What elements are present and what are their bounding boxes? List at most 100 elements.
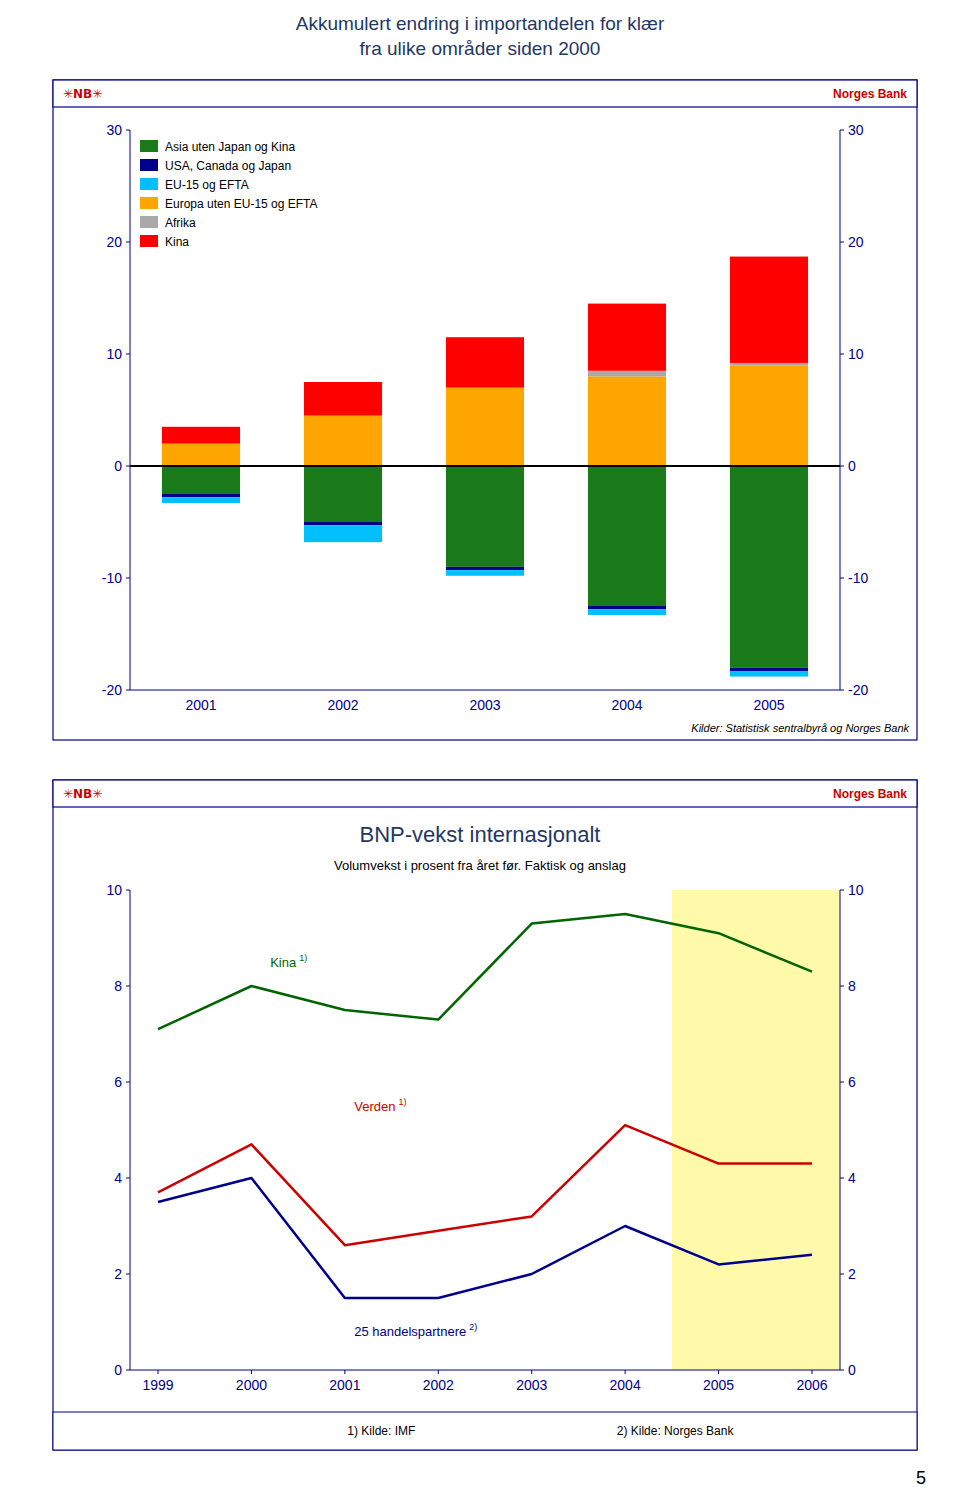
line-label-note: 1)	[299, 953, 307, 963]
y-tick-label-right: 0	[848, 1362, 856, 1378]
y-tick	[840, 1370, 844, 1371]
bar-segment	[446, 570, 524, 576]
x-tick	[251, 1370, 252, 1374]
page-number: 5	[916, 1468, 926, 1488]
panel-2	[53, 780, 917, 1450]
y-tick-label: -20	[102, 682, 122, 698]
y-tick-label: 2	[114, 1266, 122, 1282]
y-tick	[126, 1082, 130, 1083]
y-tick-label-right: 4	[848, 1170, 856, 1186]
y-tick-label-right: 8	[848, 978, 856, 994]
x-tick-label: 2005	[703, 1377, 734, 1393]
y-tick	[840, 986, 844, 987]
bar-segment	[304, 522, 382, 525]
x-tick	[531, 1370, 532, 1374]
forecast-shade	[672, 890, 840, 1370]
y-tick-label: 20	[106, 234, 122, 250]
x-tick-label: 2002	[327, 697, 358, 713]
y-tick	[840, 1082, 844, 1083]
page: ✳NB✳ Norges Bank ✳NB✳ Norges Bank Akkumulert…	[0, 0, 960, 1499]
x-tick-label: 2003	[469, 697, 500, 713]
y-tick-label-right: 0	[848, 458, 856, 474]
y-tick-label: 0	[114, 458, 122, 474]
line-label: Kina	[270, 955, 297, 970]
legend-swatch	[140, 197, 158, 209]
y-tick	[840, 578, 844, 579]
x-tick-label: 2005	[753, 697, 784, 713]
y-tick-label-right: 20	[848, 234, 864, 250]
y-tick-label-right: 2	[848, 1266, 856, 1282]
x-tick	[811, 1370, 812, 1374]
bar-segment	[446, 388, 524, 466]
x-axis-line	[130, 1370, 840, 1371]
y-tick	[126, 690, 130, 691]
bar-segment	[304, 466, 382, 522]
x-tick	[438, 1370, 439, 1374]
brand-symbol: ✳NB✳	[63, 787, 102, 801]
y-tick	[126, 1178, 130, 1179]
bar-segment	[162, 427, 240, 444]
x-tick-label: 2003	[516, 1377, 547, 1393]
bar-segment	[162, 497, 240, 503]
bar-segment	[304, 382, 382, 416]
line-label: Verden	[354, 1099, 395, 1114]
y-tick-label: 30	[106, 122, 122, 138]
bar-segment	[588, 371, 666, 377]
y-tick	[126, 890, 130, 891]
bar-segment	[730, 466, 808, 668]
y-tick-label: 4	[114, 1170, 122, 1186]
y-axis-line	[130, 890, 131, 1370]
y-tick	[126, 578, 130, 579]
x-tick-label: 2000	[236, 1377, 267, 1393]
line-label-note: 2)	[469, 1322, 477, 1332]
panel-1	[53, 80, 917, 740]
y-tick	[840, 1178, 844, 1179]
y-tick-label: 6	[114, 1074, 122, 1090]
legend-label: Kina	[165, 235, 189, 249]
y-tick	[126, 242, 130, 243]
x-tick-label: 2004	[611, 697, 642, 713]
bar-segment	[730, 668, 808, 671]
y-tick-label: 10	[106, 346, 122, 362]
brand-symbol: ✳NB✳	[63, 87, 102, 101]
bar-segment	[730, 257, 808, 363]
y2-axis-line	[840, 890, 841, 1370]
bar-segment	[730, 671, 808, 677]
line	[158, 1178, 812, 1298]
chart-title: BNP-vekst internasjonalt	[360, 822, 601, 847]
y-tick	[840, 354, 844, 355]
bar-segment	[446, 567, 524, 570]
x-tick-label: 2001	[185, 697, 216, 713]
y-tick	[126, 354, 130, 355]
bar-segment	[304, 416, 382, 466]
plot-area	[158, 890, 840, 1370]
x-tick-label: 2001	[329, 1377, 360, 1393]
y-tick-label: 8	[114, 978, 122, 994]
y2-axis-line	[840, 130, 841, 690]
legend-label: Asia uten Japan og Kina	[165, 140, 295, 154]
y-tick-label-right: 10	[848, 882, 864, 898]
footnote: 1) Kilde: IMF	[347, 1424, 415, 1438]
x-tick	[344, 1370, 345, 1374]
legend-swatch	[140, 235, 158, 247]
x-tick	[158, 1370, 159, 1374]
panel-header-1	[53, 80, 917, 107]
y-tick	[126, 986, 130, 987]
legend-label: Europa uten EU-15 og EFTA	[165, 197, 318, 211]
line-label: 25 handelspartnere	[354, 1324, 466, 1339]
y-tick-label-right: 6	[848, 1074, 856, 1090]
brand-name: Norges Bank	[833, 87, 907, 101]
bar-segment	[162, 466, 240, 494]
line	[158, 914, 812, 1029]
y-tick	[840, 1274, 844, 1275]
chart-title: Akkumulert endring i importandelen for k…	[296, 13, 665, 59]
y-tick	[126, 1370, 130, 1371]
legend-swatch	[140, 140, 158, 152]
x-tick-label: 2004	[610, 1377, 641, 1393]
legend-swatch	[140, 159, 158, 171]
brand-name: Norges Bank	[833, 787, 907, 801]
bar-segment	[588, 376, 666, 466]
legend-label: USA, Canada og Japan	[165, 159, 291, 173]
bar-segment	[162, 494, 240, 497]
y-tick	[126, 1274, 130, 1275]
